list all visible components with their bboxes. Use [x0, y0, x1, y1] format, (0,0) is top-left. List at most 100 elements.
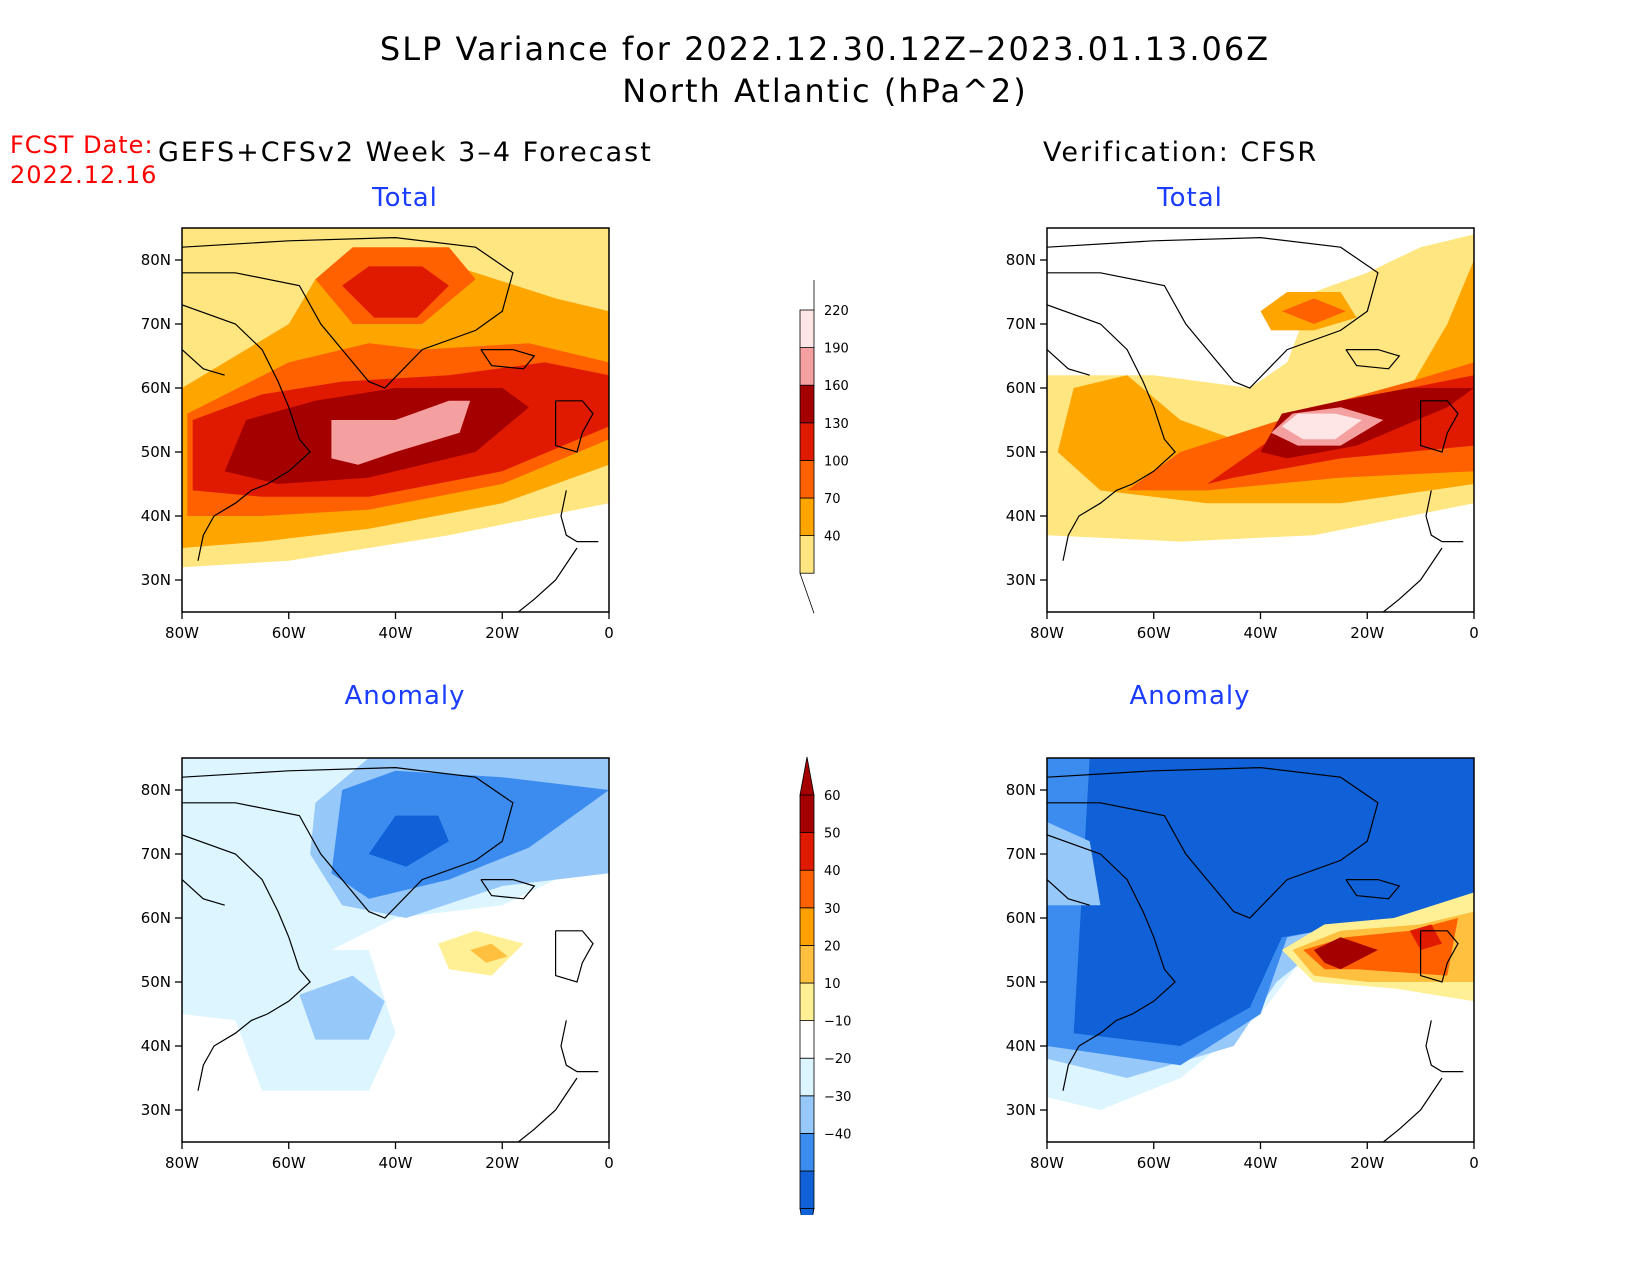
y-tick-label: 80N: [1006, 251, 1036, 269]
y-tick-label: 80N: [1006, 781, 1036, 799]
colorbar-arrow-bottom: [799, 573, 815, 614]
coastline: [182, 304, 311, 561]
y-tick-label: 60N: [1006, 379, 1036, 397]
coastline: [182, 236, 514, 389]
y-tick-label: 50N: [141, 973, 171, 991]
coastline: [517, 547, 578, 612]
y-tick-label: 70N: [141, 315, 171, 333]
x-tick-label: 40W: [379, 1154, 413, 1172]
coastline: [1047, 766, 1379, 919]
coastline: [560, 1020, 599, 1073]
coastline: [1425, 1020, 1464, 1073]
colorbar-label: 60: [824, 789, 841, 804]
colorbar-arrow-top: [799, 756, 815, 796]
coastline: [1345, 879, 1401, 900]
contour-region: [1073, 758, 1474, 1046]
contour-region: [331, 770, 609, 899]
x-tick-label: 80W: [165, 624, 199, 642]
colorbar-arrow-bottom: [799, 1208, 815, 1215]
forecast-anomaly-title: Anomaly: [344, 681, 466, 711]
forecast-column-title: GEFS+CFSv2 Week 3–4 Forecast: [158, 137, 653, 168]
x-tick-label: 60W: [272, 1154, 306, 1172]
coastline: [555, 930, 594, 983]
colorbar-segment: [799, 309, 815, 348]
verification-anomaly-map: 80W 60W 40W 20W 0 30N 40N 50N 60N 70N 80N: [1006, 757, 1479, 1172]
coastline: [517, 1077, 578, 1142]
x-tick-label: 0: [604, 1154, 614, 1172]
x-tick-label: 0: [1469, 1154, 1479, 1172]
total-colorbar: 220 190 160 130 100 70 40: [799, 280, 849, 614]
x-tick-label: 20W: [1350, 1154, 1384, 1172]
colorbar-label: 160: [824, 379, 849, 394]
y-tick-label: 80N: [141, 251, 171, 269]
forecast-total-map: 80W 60W 40W 20W 0 30N 40N 50N 60N 70N 80N: [141, 227, 614, 642]
verification-total-title: Total: [1157, 183, 1223, 213]
colorbar-label: 40: [824, 864, 841, 879]
contour-region: [331, 400, 471, 465]
colorbar-label: 10: [824, 977, 841, 992]
y-tick-label: 40N: [141, 1037, 171, 1055]
colorbar-segment: [799, 982, 815, 1021]
colorbar-label: 70: [824, 492, 841, 507]
x-tick-label: 20W: [485, 1154, 519, 1172]
coastline: [1420, 400, 1459, 453]
forecast-total-title: Total: [372, 183, 438, 213]
colorbar-segment: [799, 384, 815, 424]
y-tick-label: 30N: [1006, 1101, 1036, 1119]
y-tick-label: 30N: [141, 1101, 171, 1119]
colorbar-segment: [799, 1095, 815, 1134]
coastline: [182, 349, 225, 376]
colorbar-label: 220: [824, 304, 849, 319]
colorbar-segment: [799, 497, 815, 536]
y-tick-label: 30N: [1006, 571, 1036, 589]
contour-region: [1313, 937, 1378, 970]
fcst-label: FCST Date:: [10, 131, 154, 159]
colorbar-segment: [799, 944, 815, 984]
verification-total-map: 80W 60W 40W 20W 0 30N 40N 50N 60N 70N 80N: [1006, 227, 1479, 642]
colorbar-segment: [799, 869, 815, 909]
coastline: [182, 834, 311, 1091]
coastline: [555, 400, 594, 453]
contour-region: [1281, 413, 1362, 440]
coastline: [1345, 349, 1401, 370]
x-tick-label: 40W: [1244, 624, 1278, 642]
colorbar-label: 50: [824, 827, 841, 842]
anomaly-colorbar: 60 50 40 30 20 10 −10 −20 −30 −40: [799, 756, 851, 1215]
coastline: [1047, 349, 1090, 376]
x-tick-label: 40W: [379, 624, 413, 642]
fcst-date: 2022.12.16: [10, 161, 158, 189]
y-tick-label: 40N: [141, 507, 171, 525]
y-tick-label: 50N: [141, 443, 171, 461]
coastline: [560, 490, 599, 543]
x-tick-label: 60W: [1137, 1154, 1171, 1172]
colorbar-segment: [799, 907, 815, 946]
coastline: [480, 349, 536, 370]
coastline: [1047, 834, 1176, 1091]
contour-region: [470, 943, 508, 963]
verification-column-title: Verification: CFSR: [1043, 137, 1319, 168]
colorbar-label: 100: [824, 454, 849, 469]
contour-region: [368, 815, 449, 867]
chart-title: SLP Variance for 2022.12.30.12Z–2023.01.…: [379, 30, 1271, 68]
colorbar-label: 190: [824, 342, 849, 357]
colorbar-label: 130: [824, 417, 849, 432]
colorbar-label: −10: [824, 1015, 851, 1030]
contour-region: [1281, 298, 1346, 324]
y-tick-label: 70N: [1006, 315, 1036, 333]
y-tick-label: 40N: [1006, 1037, 1036, 1055]
y-tick-label: 70N: [1006, 845, 1036, 863]
x-tick-label: 20W: [1350, 624, 1384, 642]
colorbar-label: −30: [824, 1090, 851, 1105]
colorbar-segment: [799, 832, 815, 871]
colorbar-label: 20: [824, 939, 841, 954]
colorbar-segment: [799, 535, 815, 574]
colorbar-segment: [799, 794, 815, 833]
colorbar-label: 30: [824, 902, 841, 917]
y-tick-label: 50N: [1006, 973, 1036, 991]
colorbar-segment: [799, 459, 815, 499]
y-tick-label: 80N: [141, 781, 171, 799]
y-tick-label: 70N: [141, 845, 171, 863]
coastline: [1382, 1077, 1443, 1142]
x-tick-label: 60W: [272, 624, 306, 642]
coastline: [1382, 547, 1443, 612]
